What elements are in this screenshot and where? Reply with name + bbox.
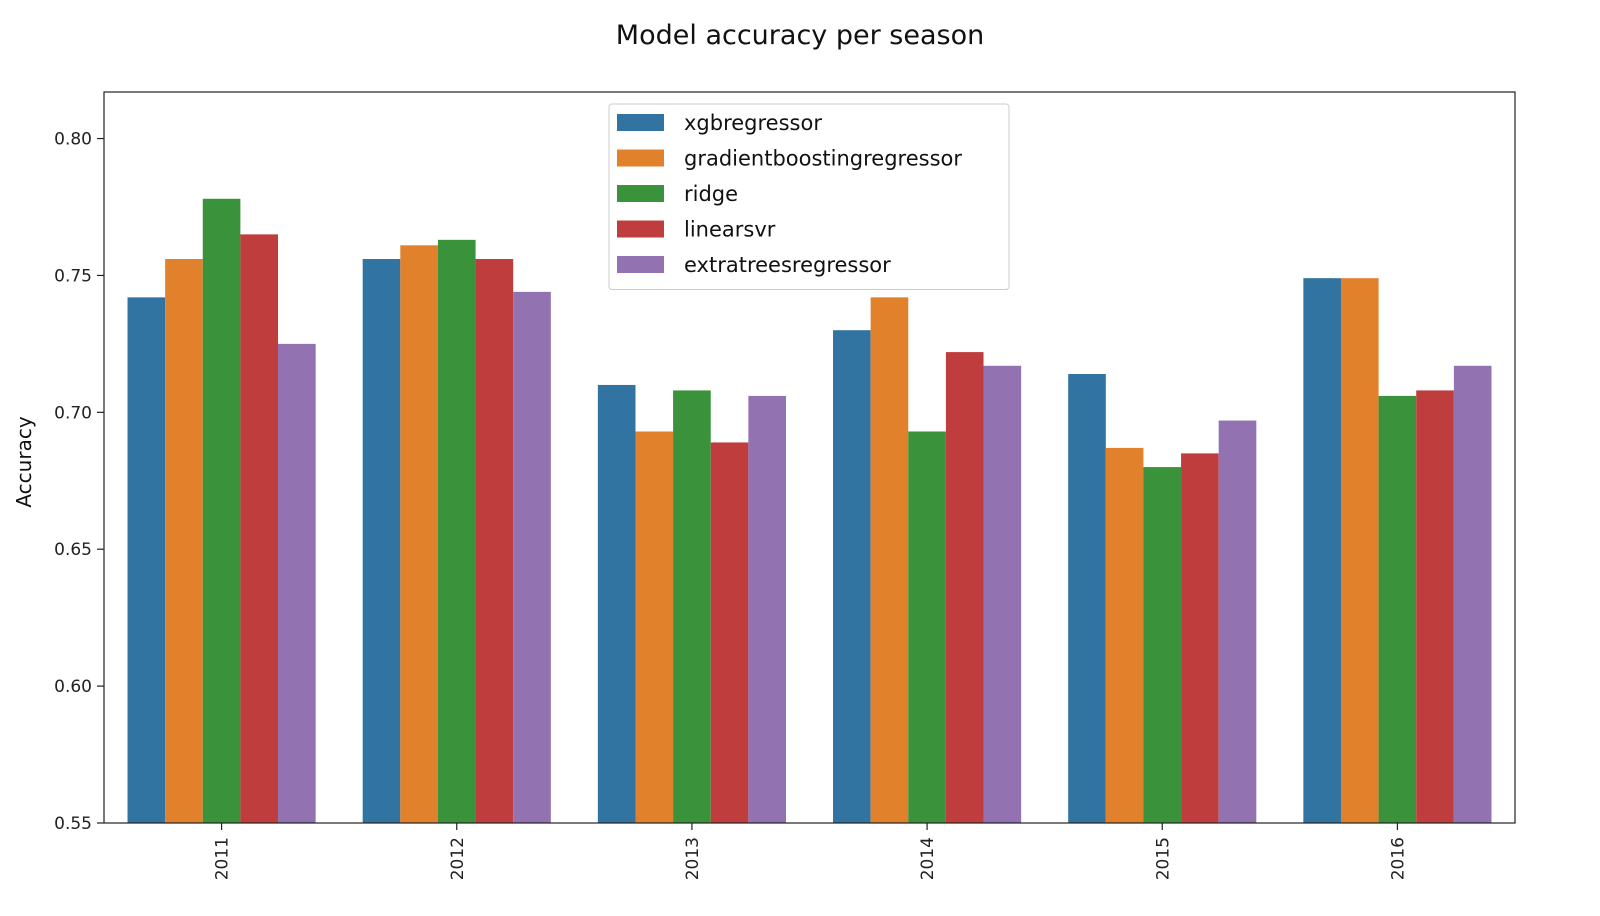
- x-tick-label: 2013: [683, 837, 703, 880]
- x-tick-label: 2012: [448, 837, 468, 880]
- x-tick-label: 2014: [918, 837, 938, 880]
- bar-linearsvr-2015: [1181, 453, 1219, 823]
- bar-gradientboostingregressor-2014: [870, 297, 909, 824]
- legend-swatch-ridge: [617, 185, 664, 202]
- bar-ridge-2012: [437, 239, 476, 824]
- legend-swatch-xgbregressor: [617, 114, 664, 131]
- x-tick-label: 2011: [213, 837, 233, 880]
- plot-frame: [103, 91, 1516, 824]
- legend-swatch-gradientboostingregressor: [617, 149, 664, 167]
- x-tick-label: 2015: [1153, 837, 1173, 880]
- bar-xgbregressor-2016: [1303, 278, 1341, 823]
- x-tick-label: 2016: [1388, 837, 1408, 880]
- bar-xgbregressor-2013: [597, 384, 636, 823]
- bar-xgbregressor-2011: [127, 297, 166, 824]
- legend: xgbregressor gradientboostingregressor rid…: [608, 103, 1010, 290]
- bar-gradientboostingregressor-2013: [635, 431, 674, 823]
- bar-gradientboostingregressor-2011: [165, 259, 203, 823]
- y-tick-label: 0.60: [54, 677, 92, 697]
- y-tick-label: 0.55: [54, 814, 92, 834]
- bar-linearsvr-2012: [475, 259, 514, 823]
- bar-ridge-2014: [908, 431, 946, 823]
- bar-extratreesregressor-2011: [278, 343, 316, 823]
- axes-layer: 0.55 0.60 0.65 0.70 0.75 0.80 2011 2012 2013 2014…: [54, 91, 1516, 880]
- bar-gradientboostingregressor-2012: [400, 245, 438, 823]
- bar-gradientboostingregressor-2016: [1340, 278, 1379, 823]
- bar-xgbregressor-2015: [1068, 374, 1106, 823]
- bar-gradientboostingregressor-2015: [1105, 447, 1144, 823]
- y-tick-label: 0.75: [54, 266, 92, 286]
- bar-ridge-2016: [1378, 395, 1417, 823]
- bar-linearsvr-2016: [1416, 390, 1454, 823]
- bar-extratreesregressor-2015: [1218, 420, 1257, 823]
- bar-xgbregressor-2012: [362, 259, 401, 823]
- bar-ridge-2011: [202, 198, 241, 823]
- bar-linearsvr-2013: [710, 442, 749, 823]
- bar-extratreesregressor-2012: [513, 291, 551, 823]
- legend-swatch-linearsvr: [617, 220, 664, 238]
- y-tick-label: 0.70: [54, 403, 92, 423]
- bars-layer: [127, 198, 1492, 824]
- bar-extratreesregressor-2016: [1453, 365, 1492, 823]
- legend-swatch-extratreesregressor: [617, 256, 664, 273]
- bar-ridge-2013: [673, 390, 711, 823]
- bar-extratreesregressor-2014: [983, 365, 1022, 823]
- legend-label-xgbregressor: xgbregressor: [684, 111, 822, 135]
- y-axis-label: Accuracy: [12, 416, 36, 507]
- legend-label-gradientboostingregressor: gradientboostingregressor: [684, 147, 962, 171]
- bar-xgbregressor-2014: [833, 330, 871, 823]
- bar-extratreesregressor-2013: [748, 395, 786, 823]
- y-tick-label: 0.80: [54, 130, 92, 150]
- legend-box: [608, 103, 1010, 290]
- legend-label-extratreesregressor: extratreesregressor: [684, 253, 891, 277]
- bar-linearsvr-2014: [945, 352, 984, 823]
- chart-title: Model accuracy per season: [616, 20, 984, 51]
- legend-label-ridge: ridge: [684, 182, 738, 206]
- y-tick-label: 0.65: [54, 540, 92, 560]
- legend-label-linearsvr: linearsvr: [684, 218, 776, 242]
- bar-linearsvr-2011: [240, 234, 279, 823]
- bar-ridge-2015: [1143, 467, 1182, 823]
